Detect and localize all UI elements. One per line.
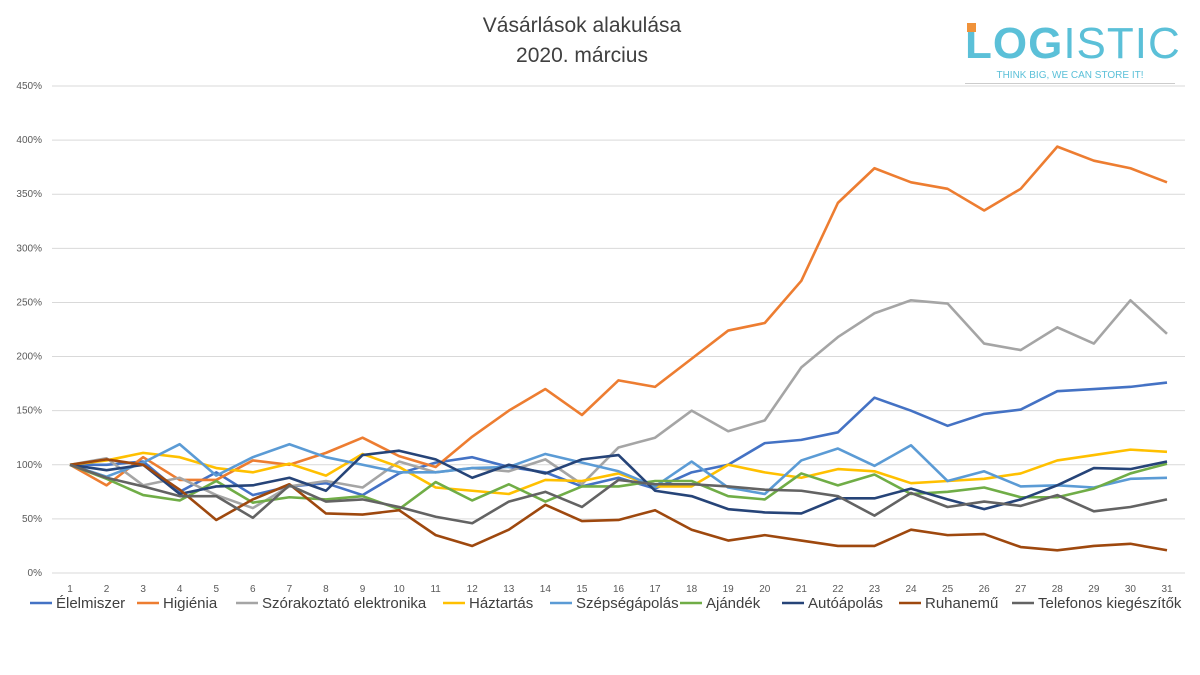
x-tick-label: 23 bbox=[869, 584, 881, 595]
x-tick-label: 29 bbox=[1088, 584, 1100, 595]
legend-label: Telefonos kiegészítők bbox=[1038, 595, 1182, 612]
legend-item: Telefonos kiegészítők bbox=[1012, 595, 1182, 612]
x-tick-label: 17 bbox=[650, 584, 662, 595]
series-line-ruhanemű bbox=[69, 458, 1168, 552]
legend-item: Ruhanemű bbox=[899, 595, 998, 612]
y-tick-label: 250% bbox=[16, 297, 42, 308]
x-tick-label: 24 bbox=[905, 584, 917, 595]
series-line-higiénia bbox=[69, 145, 1168, 487]
x-tick-label: 8 bbox=[323, 584, 329, 595]
series-line-ajándék bbox=[69, 462, 1168, 511]
chart-subtitle: 2020. március bbox=[516, 44, 648, 67]
x-tick-label: 28 bbox=[1052, 584, 1064, 595]
x-tick-label: 21 bbox=[796, 584, 808, 595]
x-tick-label: 1 bbox=[67, 584, 73, 595]
x-tick-label: 30 bbox=[1125, 584, 1137, 595]
legend-label: Ruhanemű bbox=[925, 595, 998, 612]
series-line-telefonos-kiegészítők bbox=[69, 463, 1168, 525]
series-line-élelmiszer bbox=[70, 381, 1168, 497]
x-tick-label: 6 bbox=[250, 584, 256, 595]
legend-item: Ajándék bbox=[680, 595, 761, 612]
legend-label: Szépségápolás bbox=[576, 595, 679, 612]
x-tick-label: 31 bbox=[1161, 584, 1173, 595]
legend-item: Higiénia bbox=[137, 595, 218, 612]
legend-item: Szórakoztató elektronika bbox=[236, 595, 427, 612]
y-tick-label: 150% bbox=[16, 406, 42, 417]
logo-text-light: ISTIC bbox=[1063, 19, 1181, 68]
x-tick-label: 26 bbox=[979, 584, 991, 595]
x-tick-label: 22 bbox=[832, 584, 844, 595]
x-tick-label: 3 bbox=[140, 584, 146, 595]
x-tick-label: 5 bbox=[213, 584, 219, 595]
series-line-háztartás bbox=[69, 448, 1168, 496]
x-tick-label: 7 bbox=[287, 584, 293, 595]
legend-label: Háztartás bbox=[469, 595, 533, 612]
logo-square-icon bbox=[967, 23, 976, 32]
y-tick-label: 50% bbox=[22, 514, 42, 525]
legend-label: Autóápolás bbox=[808, 595, 883, 612]
legend-label: Szórakoztató elektronika bbox=[262, 595, 427, 612]
legend-label: Ajándék bbox=[706, 595, 761, 612]
legend-item: Szépségápolás bbox=[550, 595, 679, 612]
x-tick-label: 18 bbox=[686, 584, 698, 595]
logistic-logo: LOGISTIC THINK BIG, WE CAN STORE IT! bbox=[965, 19, 1180, 84]
y-tick-label: 300% bbox=[16, 243, 42, 254]
legend-label: Élelmiszer bbox=[56, 595, 125, 612]
x-tick-label: 27 bbox=[1015, 584, 1027, 595]
x-tick-label: 16 bbox=[613, 584, 625, 595]
x-tick-label: 13 bbox=[503, 584, 515, 595]
y-tick-label: 0% bbox=[28, 568, 43, 579]
legend-label: Higiénia bbox=[163, 595, 218, 612]
x-tick-label: 25 bbox=[942, 584, 954, 595]
y-tick-label: 350% bbox=[16, 189, 42, 200]
legend-item: Háztartás bbox=[443, 595, 533, 612]
y-tick-label: 400% bbox=[16, 135, 42, 146]
series-line-szépségápolás bbox=[69, 442, 1168, 496]
logo-tagline: THINK BIG, WE CAN STORE IT! bbox=[965, 70, 1175, 84]
x-tick-label: 15 bbox=[576, 584, 588, 595]
x-tick-label: 10 bbox=[394, 584, 406, 595]
series-line-szórakoztató-elektronika bbox=[69, 298, 1168, 510]
x-tick-label: 9 bbox=[360, 584, 366, 595]
x-tick-label: 14 bbox=[540, 584, 552, 595]
x-tick-label: 20 bbox=[759, 584, 771, 595]
x-tick-label: 12 bbox=[467, 584, 479, 595]
chart-title: Vásárlások alakulása bbox=[483, 14, 682, 37]
series-line-autóápolás bbox=[69, 449, 1168, 515]
x-tick-label: 19 bbox=[723, 584, 735, 595]
legend-item: Autóápolás bbox=[782, 595, 883, 612]
logo-text-bold: LOG bbox=[965, 19, 1064, 68]
y-tick-label: 100% bbox=[16, 460, 42, 471]
y-tick-label: 200% bbox=[16, 352, 42, 363]
x-tick-label: 2 bbox=[104, 584, 110, 595]
x-tick-label: 4 bbox=[177, 584, 183, 595]
y-tick-label: 450% bbox=[16, 81, 42, 92]
x-tick-label: 11 bbox=[430, 584, 441, 595]
legend-item: Élelmiszer bbox=[30, 595, 125, 612]
